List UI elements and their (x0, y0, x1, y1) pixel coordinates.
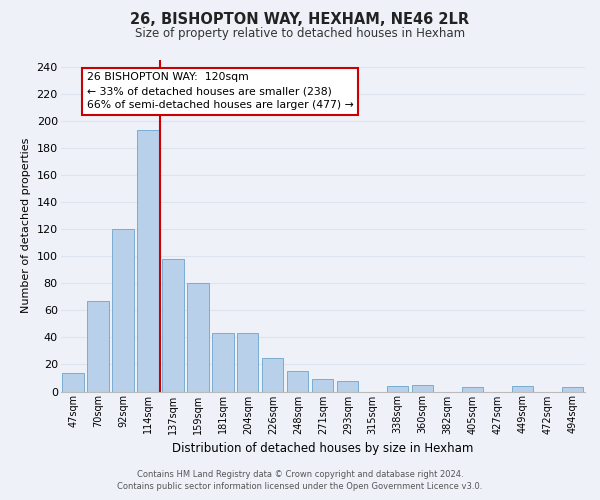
Y-axis label: Number of detached properties: Number of detached properties (21, 138, 31, 314)
Bar (212, 334, 233, 392)
Bar (387, 386, 409, 392)
Bar (187, 284, 209, 392)
Text: Size of property relative to detached houses in Hexham: Size of property relative to detached ho… (135, 28, 465, 40)
Text: 26, BISHOPTON WAY, HEXHAM, NE46 2LR: 26, BISHOPTON WAY, HEXHAM, NE46 2LR (130, 12, 470, 28)
Bar (562, 388, 583, 392)
Text: Contains HM Land Registry data © Crown copyright and database right 2024.
Contai: Contains HM Land Registry data © Crown c… (118, 470, 482, 491)
Bar (287, 371, 308, 392)
Bar (412, 384, 433, 392)
Bar (88, 301, 109, 392)
Text: 26 BISHOPTON WAY:  120sqm
← 33% of detached houses are smaller (238)
66% of semi: 26 BISHOPTON WAY: 120sqm ← 33% of detach… (87, 72, 353, 110)
Bar (163, 259, 184, 392)
Bar (262, 358, 283, 392)
X-axis label: Distribution of detached houses by size in Hexham: Distribution of detached houses by size … (172, 442, 473, 455)
Bar (312, 380, 334, 392)
Bar (137, 130, 158, 392)
Bar (237, 334, 259, 392)
Bar (112, 229, 134, 392)
Bar (462, 388, 483, 392)
Bar (62, 372, 83, 392)
Bar (337, 380, 358, 392)
Bar (512, 386, 533, 392)
